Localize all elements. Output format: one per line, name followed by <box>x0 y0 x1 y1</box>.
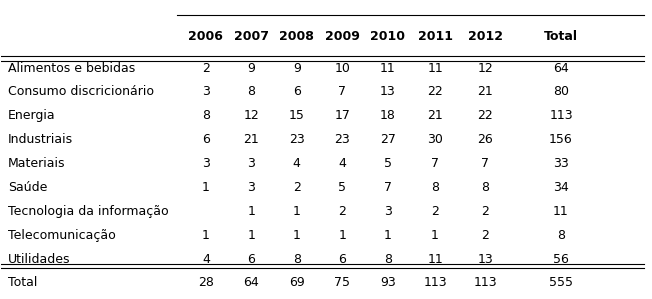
Text: 2: 2 <box>293 181 301 194</box>
Text: 69: 69 <box>289 276 304 289</box>
Text: 3: 3 <box>202 157 210 170</box>
Text: 6: 6 <box>338 253 346 266</box>
Text: 1: 1 <box>202 181 210 194</box>
Text: 13: 13 <box>380 86 396 98</box>
Text: 1: 1 <box>338 229 346 242</box>
Text: 30: 30 <box>427 133 443 146</box>
Text: Utilidades: Utilidades <box>8 253 70 266</box>
Text: Consumo discricionário: Consumo discricionário <box>8 86 154 98</box>
Text: 2: 2 <box>338 205 346 218</box>
Text: 156: 156 <box>549 133 573 146</box>
Text: 22: 22 <box>427 86 443 98</box>
Text: 8: 8 <box>557 229 565 242</box>
Text: 8: 8 <box>202 109 210 122</box>
Text: 1: 1 <box>247 229 256 242</box>
Text: 113: 113 <box>549 109 573 122</box>
Text: 1: 1 <box>384 229 392 242</box>
Text: Alimentos e bebidas: Alimentos e bebidas <box>8 62 135 74</box>
Text: 2009: 2009 <box>325 30 360 43</box>
Text: 4: 4 <box>338 157 346 170</box>
Text: 4: 4 <box>202 253 210 266</box>
Text: 33: 33 <box>553 157 569 170</box>
Text: 555: 555 <box>549 276 573 289</box>
Text: 15: 15 <box>289 109 304 122</box>
Text: 21: 21 <box>477 86 493 98</box>
Text: 8: 8 <box>383 253 392 266</box>
Text: 2006: 2006 <box>188 30 224 43</box>
Text: 5: 5 <box>338 181 346 194</box>
Text: Total: Total <box>544 30 578 43</box>
Text: Saúde: Saúde <box>8 181 47 194</box>
Text: 5: 5 <box>383 157 392 170</box>
Text: 1: 1 <box>247 205 256 218</box>
Text: 10: 10 <box>334 62 350 74</box>
Text: 8: 8 <box>293 253 301 266</box>
Text: 11: 11 <box>553 205 569 218</box>
Text: Total: Total <box>8 276 37 289</box>
Text: 1: 1 <box>202 229 210 242</box>
Text: 2: 2 <box>202 62 210 74</box>
Text: 3: 3 <box>384 205 392 218</box>
Text: 8: 8 <box>431 181 439 194</box>
Text: 6: 6 <box>247 253 256 266</box>
Text: 1: 1 <box>293 205 301 218</box>
Text: 6: 6 <box>293 86 301 98</box>
Text: 27: 27 <box>379 133 396 146</box>
Text: 7: 7 <box>383 181 392 194</box>
Text: 2: 2 <box>481 229 489 242</box>
Text: Materiais: Materiais <box>8 157 65 170</box>
Text: 113: 113 <box>473 276 497 289</box>
Text: 34: 34 <box>553 181 569 194</box>
Text: 11: 11 <box>427 253 443 266</box>
Text: 12: 12 <box>477 62 493 74</box>
Text: 1: 1 <box>293 229 301 242</box>
Text: 26: 26 <box>477 133 493 146</box>
Text: 11: 11 <box>427 62 443 74</box>
Text: 12: 12 <box>243 109 259 122</box>
Text: Tecnologia da informação: Tecnologia da informação <box>8 205 168 218</box>
Text: 64: 64 <box>553 62 569 74</box>
Text: 28: 28 <box>198 276 214 289</box>
Text: 7: 7 <box>481 157 489 170</box>
Text: 21: 21 <box>427 109 443 122</box>
Text: 2007: 2007 <box>234 30 269 43</box>
Text: 23: 23 <box>289 133 304 146</box>
Text: 23: 23 <box>334 133 350 146</box>
Text: 75: 75 <box>334 276 350 289</box>
Text: 3: 3 <box>247 181 256 194</box>
Text: 6: 6 <box>202 133 210 146</box>
Text: 2011: 2011 <box>417 30 452 43</box>
Text: 113: 113 <box>423 276 447 289</box>
Text: 80: 80 <box>553 86 569 98</box>
Text: Energia: Energia <box>8 109 55 122</box>
Text: 18: 18 <box>379 109 396 122</box>
Text: 64: 64 <box>243 276 259 289</box>
Text: 2012: 2012 <box>467 30 503 43</box>
Text: 3: 3 <box>202 86 210 98</box>
Text: 2008: 2008 <box>279 30 314 43</box>
Text: 22: 22 <box>477 109 493 122</box>
Text: 17: 17 <box>334 109 350 122</box>
Text: 1: 1 <box>431 229 439 242</box>
Text: 8: 8 <box>247 86 256 98</box>
Text: 13: 13 <box>477 253 493 266</box>
Text: 9: 9 <box>293 62 301 74</box>
Text: 7: 7 <box>431 157 439 170</box>
Text: 4: 4 <box>293 157 301 170</box>
Text: Industriais: Industriais <box>8 133 73 146</box>
Text: 93: 93 <box>380 276 396 289</box>
Text: 7: 7 <box>338 86 346 98</box>
Text: 3: 3 <box>247 157 256 170</box>
Text: 21: 21 <box>243 133 259 146</box>
Text: 11: 11 <box>380 62 396 74</box>
Text: 2: 2 <box>481 205 489 218</box>
Text: Telecomunicação: Telecomunicação <box>8 229 115 242</box>
Text: 2: 2 <box>431 205 439 218</box>
Text: 2010: 2010 <box>370 30 405 43</box>
Text: 9: 9 <box>247 62 256 74</box>
Text: 56: 56 <box>553 253 569 266</box>
Text: 8: 8 <box>481 181 489 194</box>
